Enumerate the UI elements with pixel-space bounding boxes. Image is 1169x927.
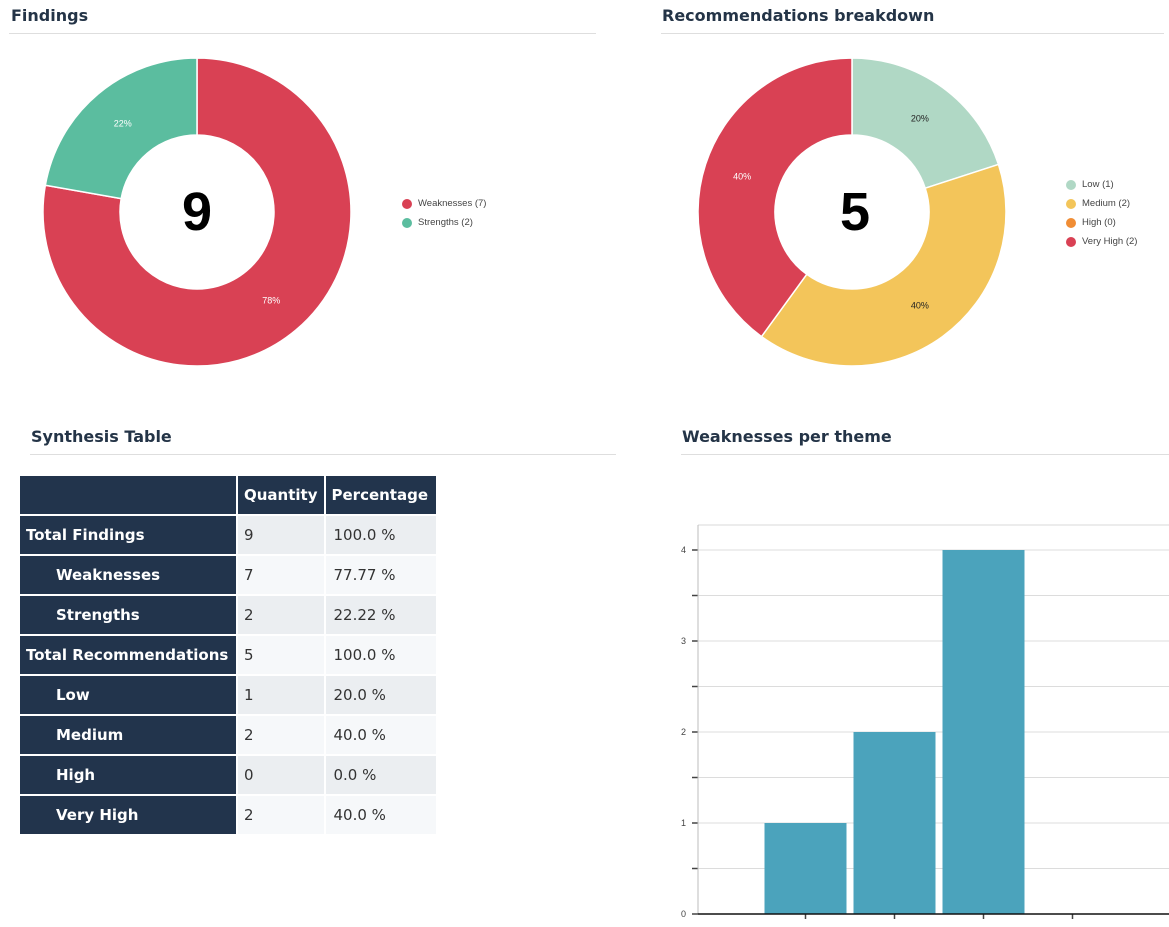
- findings-donut-chart: 78% 22%: [42, 57, 352, 367]
- legend-dot-very-high: [1066, 236, 1076, 247]
- recommendations-slice-low[interactable]: [851, 57, 1000, 190]
- recommendations-data-label-medium: 40%: [911, 300, 929, 310]
- recommendations-data-label-low: 20%: [911, 114, 929, 124]
- row-percentage: 40.0 %: [323, 794, 438, 836]
- row-quantity: 1: [236, 674, 326, 716]
- weaknesses-per-theme-title: Weaknesses per theme: [682, 427, 892, 446]
- row-label: Total Findings: [18, 514, 238, 556]
- row-quantity: 5: [236, 634, 326, 676]
- legend-dot-weaknesses: [402, 198, 412, 209]
- recommendations-title-rule: [661, 33, 1164, 34]
- y-tick-label: 3: [681, 636, 686, 646]
- recommendations-data-label-very-high: 40%: [733, 171, 751, 181]
- row-label: High: [18, 754, 238, 796]
- row-percentage: 40.0 %: [323, 714, 438, 756]
- row-percentage: 20.0 %: [323, 674, 438, 716]
- legend-dot-high: [1066, 217, 1076, 228]
- y-tick-label: 1: [681, 818, 686, 828]
- table-row: Strengths 2 22.22 %: [18, 594, 438, 636]
- recommendations-legend: Low (1) Medium (2) High (0) Very High (2…: [1066, 175, 1137, 251]
- findings-legend: Weaknesses (7) Strengths (2): [402, 194, 486, 232]
- table-row: Total Recommendations 5 100.0 %: [18, 634, 438, 676]
- legend-label-high: High (0): [1082, 217, 1116, 228]
- table-row: Very High 2 40.0 %: [18, 794, 438, 836]
- weaknesses-bar-chart: 0 1 2 3 4: [681, 524, 1169, 919]
- recommendations-slice-very-high[interactable]: [697, 57, 853, 338]
- y-tick-label: 2: [681, 727, 686, 737]
- legend-item-strengths[interactable]: Strengths (2): [402, 213, 486, 232]
- recommendations-donut-chart: 20% 40% 40%: [697, 57, 1007, 367]
- row-percentage: 100.0 %: [323, 514, 438, 556]
- row-label: Very High: [18, 794, 238, 836]
- synthesis-title-rule: [30, 454, 616, 455]
- row-quantity: 7: [236, 554, 326, 596]
- row-percentage: 0.0 %: [323, 754, 438, 796]
- synthesis-title: Synthesis Table: [31, 427, 172, 446]
- findings-data-label-weaknesses: 78%: [262, 295, 280, 305]
- recommendations-total: 5: [839, 182, 871, 242]
- row-percentage: 100.0 %: [323, 634, 438, 676]
- synthesis-table: Quantity Percentage Total Findings 9 100…: [18, 474, 438, 836]
- bar-theme-2[interactable]: [853, 732, 936, 914]
- y-tick-label: 0: [681, 909, 686, 919]
- legend-item-weaknesses[interactable]: Weaknesses (7): [402, 194, 486, 213]
- findings-data-label-strengths: 22%: [114, 119, 132, 129]
- legend-dot-strengths: [402, 217, 412, 228]
- row-percentage: 77.77 %: [323, 554, 438, 596]
- table-row: High 0 0.0 %: [18, 754, 438, 796]
- legend-label-very-high: Very High (2): [1082, 236, 1138, 247]
- table-row: Total Findings 9 100.0 %: [18, 514, 438, 556]
- recommendations-slice-medium[interactable]: [760, 163, 1007, 367]
- row-quantity: 2: [236, 794, 326, 836]
- header-quantity: Quantity: [236, 474, 326, 516]
- row-percentage: 22.22 %: [323, 594, 438, 636]
- row-quantity: 2: [236, 594, 326, 636]
- row-label: Strengths: [18, 594, 238, 636]
- findings-title-rule: [9, 33, 596, 34]
- findings-slice-strengths[interactable]: [44, 57, 198, 200]
- table-row: Low 1 20.0 %: [18, 674, 438, 716]
- row-label: Medium: [18, 714, 238, 756]
- legend-item-very-high[interactable]: Very High (2): [1066, 232, 1137, 251]
- bar-theme-3[interactable]: [942, 550, 1025, 914]
- legend-label-low: Low (1): [1082, 179, 1114, 190]
- weaknesses-per-theme-title-rule: [681, 454, 1169, 455]
- legend-item-high[interactable]: High (0): [1066, 213, 1137, 232]
- recommendations-title: Recommendations breakdown: [662, 6, 935, 25]
- row-label: Total Recommendations: [18, 634, 238, 676]
- y-tick-label: 4: [681, 545, 686, 555]
- legend-dot-medium: [1066, 198, 1076, 209]
- bar-theme-1[interactable]: [764, 823, 847, 914]
- row-quantity: 9: [236, 514, 326, 556]
- row-quantity: 0: [236, 754, 326, 796]
- header-percentage: Percentage: [323, 474, 438, 516]
- findings-slice-weaknesses[interactable]: [42, 57, 352, 367]
- legend-item-medium[interactable]: Medium (2): [1066, 194, 1137, 213]
- table-row: Weaknesses 7 77.77 %: [18, 554, 438, 596]
- legend-label-strengths: Strengths (2): [418, 217, 473, 228]
- legend-dot-low: [1066, 179, 1076, 190]
- row-label: Low: [18, 674, 238, 716]
- table-header-row: Quantity Percentage: [18, 474, 438, 516]
- row-quantity: 2: [236, 714, 326, 756]
- legend-item-low[interactable]: Low (1): [1066, 175, 1137, 194]
- row-label: Weaknesses: [18, 554, 238, 596]
- legend-label-weaknesses: Weaknesses (7): [418, 198, 487, 209]
- table-row: Medium 2 40.0 %: [18, 714, 438, 756]
- findings-total: 9: [181, 182, 213, 242]
- header-empty: [18, 474, 238, 516]
- findings-title: Findings: [11, 6, 89, 25]
- legend-label-medium: Medium (2): [1082, 198, 1131, 209]
